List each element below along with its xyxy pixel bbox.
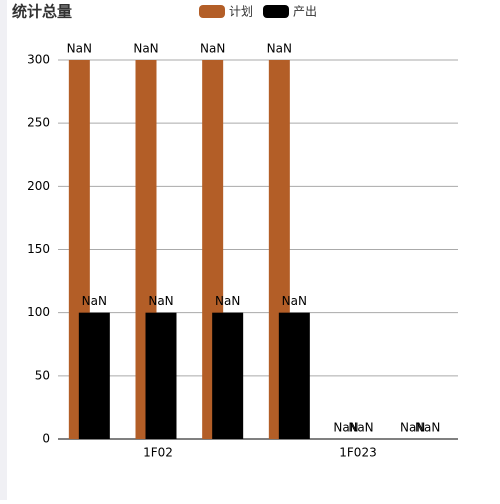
data-label: NaN bbox=[267, 42, 292, 56]
x-tick-label: 1F023 bbox=[339, 446, 376, 460]
data-label: NaN bbox=[148, 294, 173, 308]
data-label: NaN bbox=[400, 421, 425, 435]
legend-swatch bbox=[263, 5, 289, 18]
legend-swatch bbox=[199, 5, 225, 18]
y-tick-label: 250 bbox=[27, 116, 50, 130]
bar bbox=[78, 312, 110, 439]
y-tick-label: 200 bbox=[27, 179, 50, 193]
data-label: NaN bbox=[200, 42, 225, 56]
y-tick-label: 150 bbox=[27, 242, 50, 256]
y-tick-label: 50 bbox=[35, 368, 50, 382]
data-label: NaN bbox=[348, 421, 373, 435]
data-label: NaN bbox=[215, 294, 240, 308]
side-strip bbox=[0, 0, 7, 500]
legend-label: 产出 bbox=[293, 5, 317, 19]
data-label: NaN bbox=[333, 421, 358, 435]
y-tick-label: 100 bbox=[27, 305, 50, 319]
bar bbox=[212, 312, 244, 439]
y-tick-label: 300 bbox=[27, 53, 50, 67]
data-label: NaN bbox=[282, 294, 307, 308]
data-label: NaN bbox=[133, 42, 158, 56]
data-label: NaN bbox=[82, 294, 107, 308]
bar bbox=[145, 312, 177, 439]
y-tick-label: 0 bbox=[42, 432, 50, 446]
bar bbox=[278, 312, 310, 439]
data-label: NaN bbox=[67, 42, 92, 56]
data-label: NaN bbox=[415, 421, 440, 435]
chart-title: 统计总量 bbox=[12, 3, 72, 21]
x-tick-label: 1F02 bbox=[143, 446, 173, 460]
legend-label: 计划 bbox=[229, 5, 253, 19]
